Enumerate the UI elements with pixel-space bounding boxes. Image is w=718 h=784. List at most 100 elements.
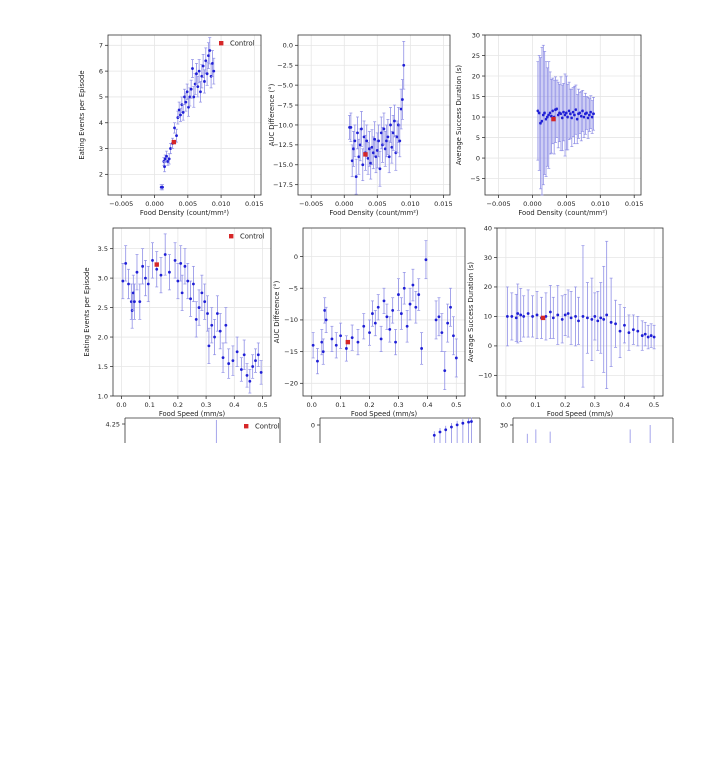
x-tick-label: 0.1 <box>335 401 345 409</box>
data-point <box>376 305 380 309</box>
data-point <box>414 305 418 309</box>
data-point <box>536 109 540 113</box>
y-tick-label: 4 <box>99 119 103 127</box>
data-point <box>383 147 387 151</box>
y-axis-label: Average Success Duration (s) <box>455 65 463 165</box>
data-point <box>354 175 358 179</box>
data-point <box>444 428 448 432</box>
x-tick-label: 0.010 <box>591 200 610 208</box>
data-point <box>362 135 366 139</box>
axes-frame <box>112 227 272 397</box>
control-marker <box>551 116 556 122</box>
data-point <box>541 113 545 117</box>
data-point <box>259 371 263 374</box>
y-tick-label: 20 <box>472 72 480 80</box>
data-point <box>602 317 606 321</box>
data-point <box>535 313 539 317</box>
data-point <box>575 117 579 121</box>
data-point <box>599 316 603 320</box>
axes-frame <box>484 34 642 196</box>
data-point <box>213 335 216 339</box>
y-tick-label: 15 <box>472 93 480 101</box>
data-point <box>176 279 180 283</box>
data-point <box>544 117 548 121</box>
data-point <box>323 309 327 312</box>
data-point <box>324 318 328 322</box>
x-tick-label: 0.4 <box>619 401 629 409</box>
data-point <box>159 273 163 277</box>
data-point <box>350 336 354 340</box>
data-point <box>195 72 198 76</box>
data-point <box>360 127 363 131</box>
data-point <box>627 331 631 335</box>
data-point <box>391 131 395 135</box>
y-tick-label: 5 <box>99 93 103 101</box>
data-point <box>548 310 552 314</box>
data-point <box>204 59 208 63</box>
data-point <box>177 108 181 112</box>
data-point <box>378 167 382 171</box>
data-point <box>377 139 381 143</box>
y-tick-label: 3.0 <box>98 274 108 282</box>
data-point <box>200 291 204 295</box>
data-point <box>186 279 190 283</box>
data-point <box>239 368 243 371</box>
y-axis-label: AUC Difference (°) <box>273 280 281 343</box>
data-point <box>522 315 526 318</box>
data-point <box>578 111 582 115</box>
data-point <box>207 344 211 348</box>
data-point <box>516 312 520 315</box>
data-point <box>577 319 580 323</box>
data-point <box>212 69 216 73</box>
control-marker <box>154 262 159 267</box>
x-tick-label: 0.010 <box>401 200 420 208</box>
y-tick-label: −7.5 <box>277 101 293 109</box>
data-point <box>187 105 190 109</box>
data-point <box>135 270 139 274</box>
data-point <box>208 49 212 52</box>
data-point <box>563 313 567 317</box>
data-point <box>510 315 514 318</box>
data-point <box>188 95 192 99</box>
axes-frame <box>496 227 664 397</box>
data-point <box>369 161 373 165</box>
data-point <box>224 323 228 327</box>
chart-panel-2: −0.005 0.000 0.005 0.010 0.015 0.0 −2.5 −5.0 −7.… <box>268 34 453 217</box>
data-point <box>163 157 167 161</box>
chart-panel-partial-1: 4.25 Control <box>106 417 281 443</box>
legend-control-label: Control <box>230 40 255 48</box>
data-point <box>379 337 383 341</box>
data-point <box>652 335 656 339</box>
data-point <box>180 291 184 295</box>
data-point <box>356 131 359 135</box>
control-marker <box>171 139 177 145</box>
data-point <box>242 353 246 357</box>
data-point <box>387 155 391 159</box>
data-point <box>569 112 572 116</box>
data-point <box>614 322 617 326</box>
data-point <box>200 74 204 78</box>
data-point <box>203 300 207 304</box>
y-tick-label: 40 <box>484 224 492 232</box>
x-tick-label: 0.2 <box>173 401 183 409</box>
data-point <box>194 317 198 321</box>
data-point <box>144 276 147 280</box>
data-point <box>424 258 428 262</box>
data-point <box>526 312 530 315</box>
data-point <box>175 134 178 138</box>
data-point <box>339 334 343 338</box>
data-point <box>161 185 164 189</box>
x-tick-label: 0.3 <box>201 401 211 409</box>
chart-panel-1: −0.005 0.000 0.005 0.010 0.015 2 3 4 5 6 7 Food Den… <box>78 34 264 217</box>
x-tick-label: 0.0 <box>116 401 126 409</box>
data-point <box>166 160 170 163</box>
y-tick-label: 6 <box>99 67 103 75</box>
data-point <box>165 154 168 158</box>
data-point <box>356 340 360 344</box>
y-tick-label: 0.0 <box>283 42 293 50</box>
data-point <box>563 113 567 117</box>
data-point <box>547 113 551 117</box>
data-point <box>366 156 370 160</box>
axes-frame <box>107 34 262 196</box>
data-point <box>461 421 465 425</box>
